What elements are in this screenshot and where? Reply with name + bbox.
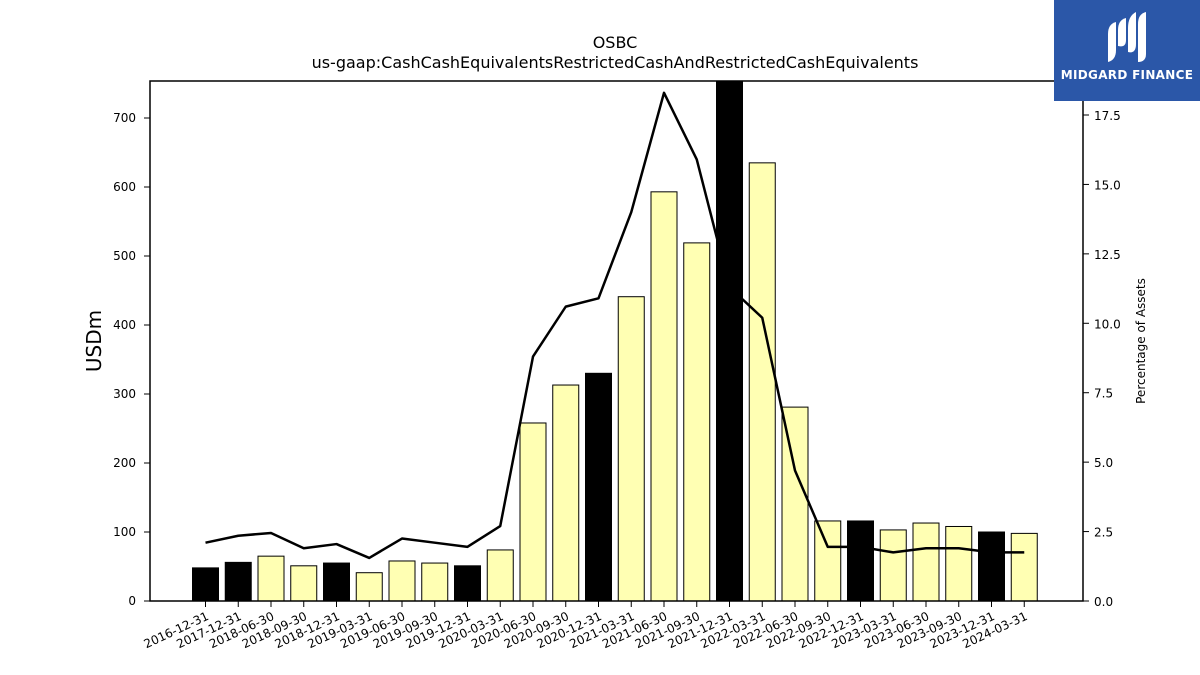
x-axis-ticks: 2016-12-312017-12-312018-06-302018-09-30…	[142, 601, 1030, 651]
chart-subtitle: us-gaap:CashCashEquivalentsRestrictedCas…	[312, 53, 919, 72]
bar-2018-06-30	[257, 555, 285, 601]
y-tick-label: 400	[113, 318, 136, 332]
y2-tick-label: 10.0	[1094, 317, 1121, 331]
bar-2021-09-30	[683, 242, 711, 601]
bar-2021-06-30	[650, 191, 678, 601]
logo-mark-icon	[1108, 12, 1146, 62]
bar-2021-12-31	[716, 81, 743, 601]
plot-frame	[149, 80, 1084, 602]
bar-2017-12-31	[224, 561, 252, 601]
bar-2020-06-30	[519, 422, 547, 601]
y2-axis-title: Percentage of Assets	[1134, 278, 1148, 404]
y-tick-label: 600	[113, 180, 136, 194]
bar-2022-03-31	[748, 162, 776, 601]
y-tick-label: 100	[113, 525, 136, 539]
bar-series	[192, 81, 1038, 601]
bar-2024-03-31	[1010, 532, 1038, 601]
y-axis-title: USDm	[82, 310, 106, 372]
chart-title: OSBC	[593, 33, 638, 52]
bar-2022-09-30	[814, 520, 842, 601]
y-axis-ticks: 0 100 200 300 400 500 600 700	[113, 111, 150, 608]
bar-2018-09-30	[290, 565, 318, 601]
bar-2023-03-31	[879, 529, 907, 601]
y-tick-label: 500	[113, 249, 136, 263]
y2-tick-label: 7.5	[1094, 387, 1113, 401]
y2-tick-label: 0.0	[1094, 595, 1113, 609]
bar-2016-12-31	[192, 567, 219, 601]
bar-2022-06-30	[781, 406, 809, 601]
bar-2021-03-31	[617, 296, 645, 601]
y-tick-label: 300	[113, 387, 136, 401]
bar-2023-06-30	[912, 522, 940, 601]
bar-2023-12-31	[978, 531, 1005, 601]
bar-2020-12-31	[585, 372, 612, 601]
bar-2019-06-30	[388, 560, 416, 601]
bar-2019-09-30	[421, 562, 449, 601]
bar-2019-03-31	[355, 572, 383, 601]
y2-tick-label: 12.5	[1094, 248, 1121, 262]
bar-2020-03-31	[486, 549, 514, 601]
y-tick-label: 0	[128, 594, 136, 608]
y-tick-label: 200	[113, 456, 136, 470]
y2-axis-ticks: 0.0 2.5 5.0 7.5 10.0 12.5 15.0 17.5	[1083, 109, 1121, 609]
y2-tick-label: 5.0	[1094, 456, 1113, 470]
bar-2022-12-31	[847, 520, 874, 601]
bar-2020-09-30	[552, 384, 580, 601]
logo-text: MIDGARD FINANCE	[1060, 68, 1194, 82]
bar-2023-09-30	[945, 525, 973, 601]
line-series	[205, 91, 1025, 560]
bar-2019-12-31	[454, 565, 481, 601]
percentage-line	[205, 91, 1025, 560]
y-tick-label: 700	[113, 111, 136, 125]
y2-tick-label: 17.5	[1094, 109, 1121, 123]
y2-tick-label: 15.0	[1094, 178, 1121, 192]
bar-2018-12-31	[323, 562, 350, 601]
y2-tick-label: 2.5	[1094, 526, 1113, 540]
brand-logo: MIDGARD FINANCE	[1054, 0, 1200, 101]
